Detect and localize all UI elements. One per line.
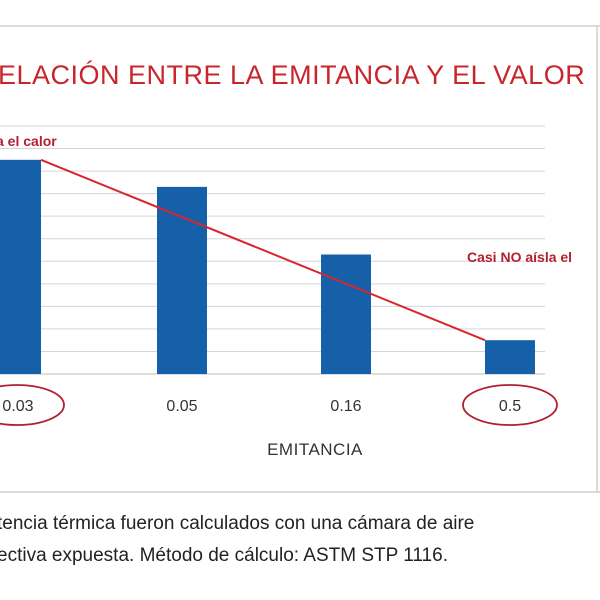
highlight-circles [0,384,558,426]
bar-0.03 [0,159,41,374]
bar-0.16 [321,254,371,374]
tick-label-0.05: 0.05 [166,398,197,415]
gridlines [0,125,545,375]
x-tick-labels: 0.03 0.05 0.16 0.5 [2,398,521,415]
trend-line-group [40,158,486,342]
annotation-left: a el calor [0,133,57,149]
bar-0.5 [485,340,535,374]
tick-label-0.16: 0.16 [330,398,361,415]
tick-label-0.5: 0.5 [499,398,521,415]
annotation-right: Casi NO aísla el [467,249,572,265]
bar-0.05 [157,186,207,374]
bars [0,159,535,374]
chart-title: ELACIÓN ENTRE LA EMITANCIA Y EL VALOR [0,59,585,90]
footnote-line-1: tencia térmica fueron calculados con una… [0,513,475,534]
footnote-line-2: ectiva expuesta. Método de cálculo: ASTM… [0,545,448,566]
circle-0.5 [462,384,558,426]
circle-0.03 [0,384,65,426]
trend-line [40,158,486,342]
x-axis-label: EMITANCIA [267,440,363,459]
tick-label-0.03: 0.03 [2,398,33,415]
